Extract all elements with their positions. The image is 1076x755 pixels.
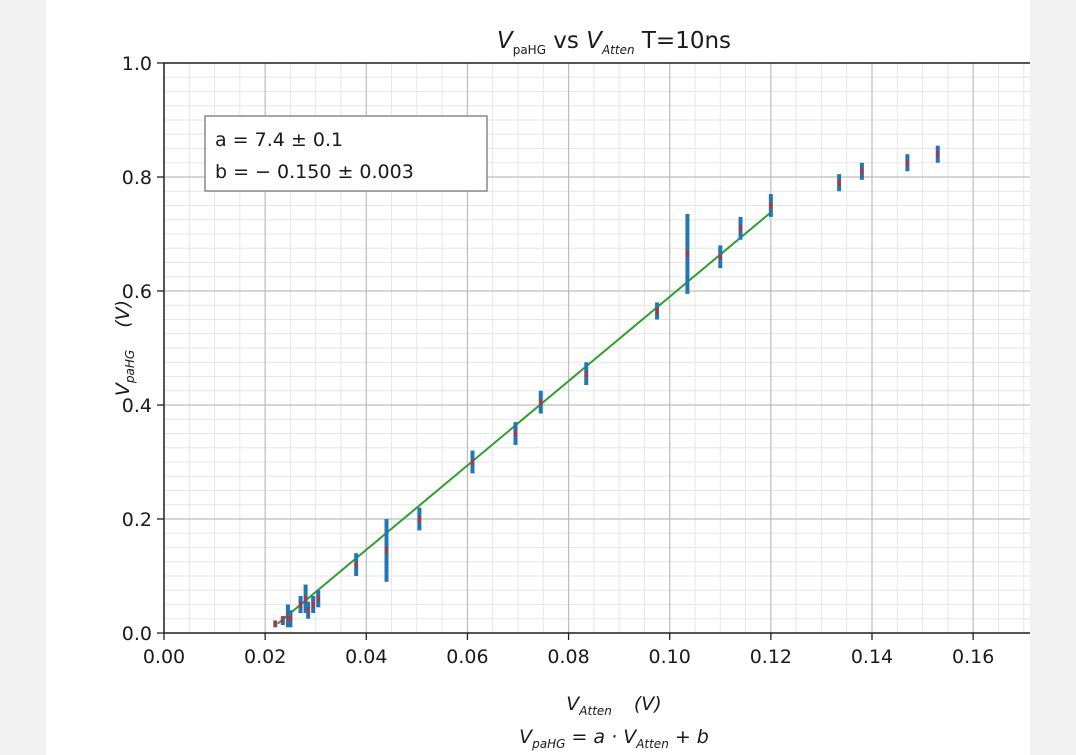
- figure: VpaHG vs VAtten T=10ns 0.00 0.02 0.04 0.06 0…: [46, 0, 1030, 755]
- chart-title: VpaHG vs VAtten T=10ns: [497, 28, 731, 57]
- x-axis-ticks: 0.00 0.02 0.04 0.06 0.08 0.10 0.12 0.14 0.16: [143, 633, 994, 668]
- x-axis-label: VAtten (V): [566, 693, 661, 718]
- fit-formula: VpaHG = a · VAtten + b: [519, 726, 709, 751]
- plot-frame: [163, 62, 1030, 634]
- x-tick-label: 0.02: [244, 646, 286, 668]
- fit-legend-frame: [204, 115, 488, 192]
- data-points: [273, 145, 940, 628]
- fit-legend-box: a = 7.4 ± 0.1 b = − 0.150 ± 0.003: [204, 115, 488, 192]
- fit-param-a: a = 7.4 ± 0.1: [215, 129, 343, 151]
- x-tick-label: 0.12: [750, 646, 792, 668]
- x-tick-label: 0.08: [547, 646, 589, 668]
- y-axis-label: VpaHG(V): [112, 300, 137, 396]
- y-tick-label: 0.8: [122, 167, 152, 189]
- y-tick-label: 0.2: [122, 509, 152, 531]
- x-tick-label: 0.14: [851, 646, 893, 668]
- y-tick-label: 0.4: [122, 395, 152, 417]
- y-axis-ticks: 0.0 0.2 0.4 0.6 0.8 1.0: [122, 53, 164, 645]
- x-tick-label: 0.06: [446, 646, 488, 668]
- chart-svg: VpaHG vs VAtten T=10ns 0.00 0.02 0.04 0.06 0…: [112, 28, 1030, 751]
- y-tick-label: 1.0: [122, 53, 152, 75]
- x-tick-label: 0.00: [143, 646, 185, 668]
- y-tick-label: 0.0: [122, 623, 152, 645]
- x-tick-label: 0.04: [345, 646, 387, 668]
- x-tick-label: 0.16: [952, 646, 994, 668]
- fit-param-b: b = − 0.150 ± 0.003: [215, 161, 414, 183]
- y-tick-label: 0.6: [122, 281, 152, 303]
- x-tick-label: 0.10: [649, 646, 691, 668]
